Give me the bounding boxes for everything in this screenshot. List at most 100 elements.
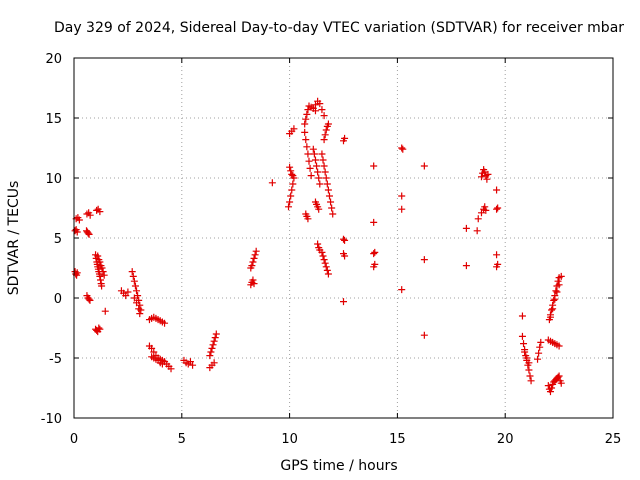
data-point	[96, 272, 104, 280]
data-point	[212, 330, 220, 338]
data-point	[307, 172, 315, 180]
data-point	[462, 224, 470, 232]
data-point	[94, 252, 102, 260]
data-point	[340, 298, 347, 306]
data-point	[370, 250, 378, 258]
data-point	[316, 100, 324, 108]
data-point	[316, 180, 324, 188]
data-point	[96, 258, 104, 266]
data-point	[321, 168, 329, 176]
data-point	[100, 271, 108, 279]
data-point	[83, 210, 91, 218]
data-point	[534, 355, 542, 363]
data-point	[268, 179, 276, 187]
data-point	[249, 276, 257, 284]
data-point	[129, 272, 137, 280]
data-point	[251, 251, 259, 259]
data-point	[85, 230, 93, 238]
data-point	[186, 358, 194, 366]
data-point	[128, 268, 136, 276]
data-point	[546, 313, 554, 321]
data-point	[555, 372, 563, 380]
data-point	[371, 248, 379, 256]
data-point	[494, 260, 502, 268]
data-point	[323, 266, 331, 274]
data-point	[309, 145, 317, 153]
data-point	[341, 252, 349, 260]
data-point	[161, 319, 169, 327]
data-point	[493, 251, 501, 259]
data-point	[328, 204, 336, 212]
data-point	[420, 331, 428, 339]
data-point	[208, 344, 216, 352]
data-point	[135, 305, 143, 313]
y-tick-label: 10	[45, 172, 62, 187]
data-point	[473, 227, 481, 235]
data-point	[286, 163, 294, 171]
data-point	[96, 208, 104, 216]
grid-lines	[74, 58, 613, 418]
data-point	[86, 211, 94, 219]
data-point	[304, 150, 312, 158]
data-point	[320, 256, 328, 264]
data-point	[286, 198, 294, 206]
y-tick-label: 0	[54, 292, 62, 307]
data-point	[518, 312, 526, 320]
data-point	[150, 348, 158, 356]
data-point	[250, 280, 258, 288]
data-point	[527, 377, 535, 385]
data-point	[525, 366, 533, 374]
data-point	[303, 110, 311, 118]
data-point	[555, 281, 563, 289]
data-point	[72, 270, 80, 278]
data-point	[207, 348, 215, 356]
data-point	[554, 277, 562, 285]
data-point	[301, 128, 309, 136]
data-point	[95, 324, 103, 332]
data-point	[314, 168, 322, 176]
data-point	[322, 126, 330, 134]
data-point	[420, 256, 428, 264]
data-point	[477, 173, 485, 181]
data-point	[482, 206, 490, 214]
data-point	[96, 325, 104, 333]
data-point	[158, 360, 166, 368]
data-point	[310, 150, 318, 158]
x-tick-label: 25	[605, 432, 622, 447]
data-point	[318, 150, 326, 158]
data-point	[148, 344, 156, 352]
x-tick-label: 0	[70, 432, 78, 447]
data-point	[546, 388, 554, 396]
data-point	[122, 292, 130, 300]
data-point	[398, 205, 406, 213]
data-point	[311, 156, 319, 164]
data-point	[288, 186, 296, 194]
data-point	[548, 384, 556, 392]
data-point	[315, 174, 323, 182]
data-point	[98, 282, 106, 290]
data-point	[305, 157, 313, 165]
data-point	[551, 295, 559, 303]
data-point	[329, 210, 337, 218]
data-point	[206, 352, 214, 360]
data-point	[554, 373, 562, 381]
data-point	[483, 175, 491, 183]
data-point	[324, 186, 332, 194]
data-point	[189, 361, 197, 369]
data-point	[548, 306, 556, 314]
data-point	[85, 295, 93, 303]
data-point	[210, 359, 218, 367]
data-point	[133, 287, 141, 295]
data-point	[130, 294, 138, 302]
data-point	[474, 215, 482, 223]
data-point	[555, 342, 563, 350]
data-point	[557, 272, 565, 280]
data-point	[319, 156, 327, 164]
data-point	[340, 235, 347, 243]
data-point	[302, 115, 310, 123]
data-point	[252, 247, 260, 255]
data-point	[318, 248, 326, 256]
y-tick-label: 20	[45, 52, 62, 67]
data-point	[313, 162, 321, 170]
